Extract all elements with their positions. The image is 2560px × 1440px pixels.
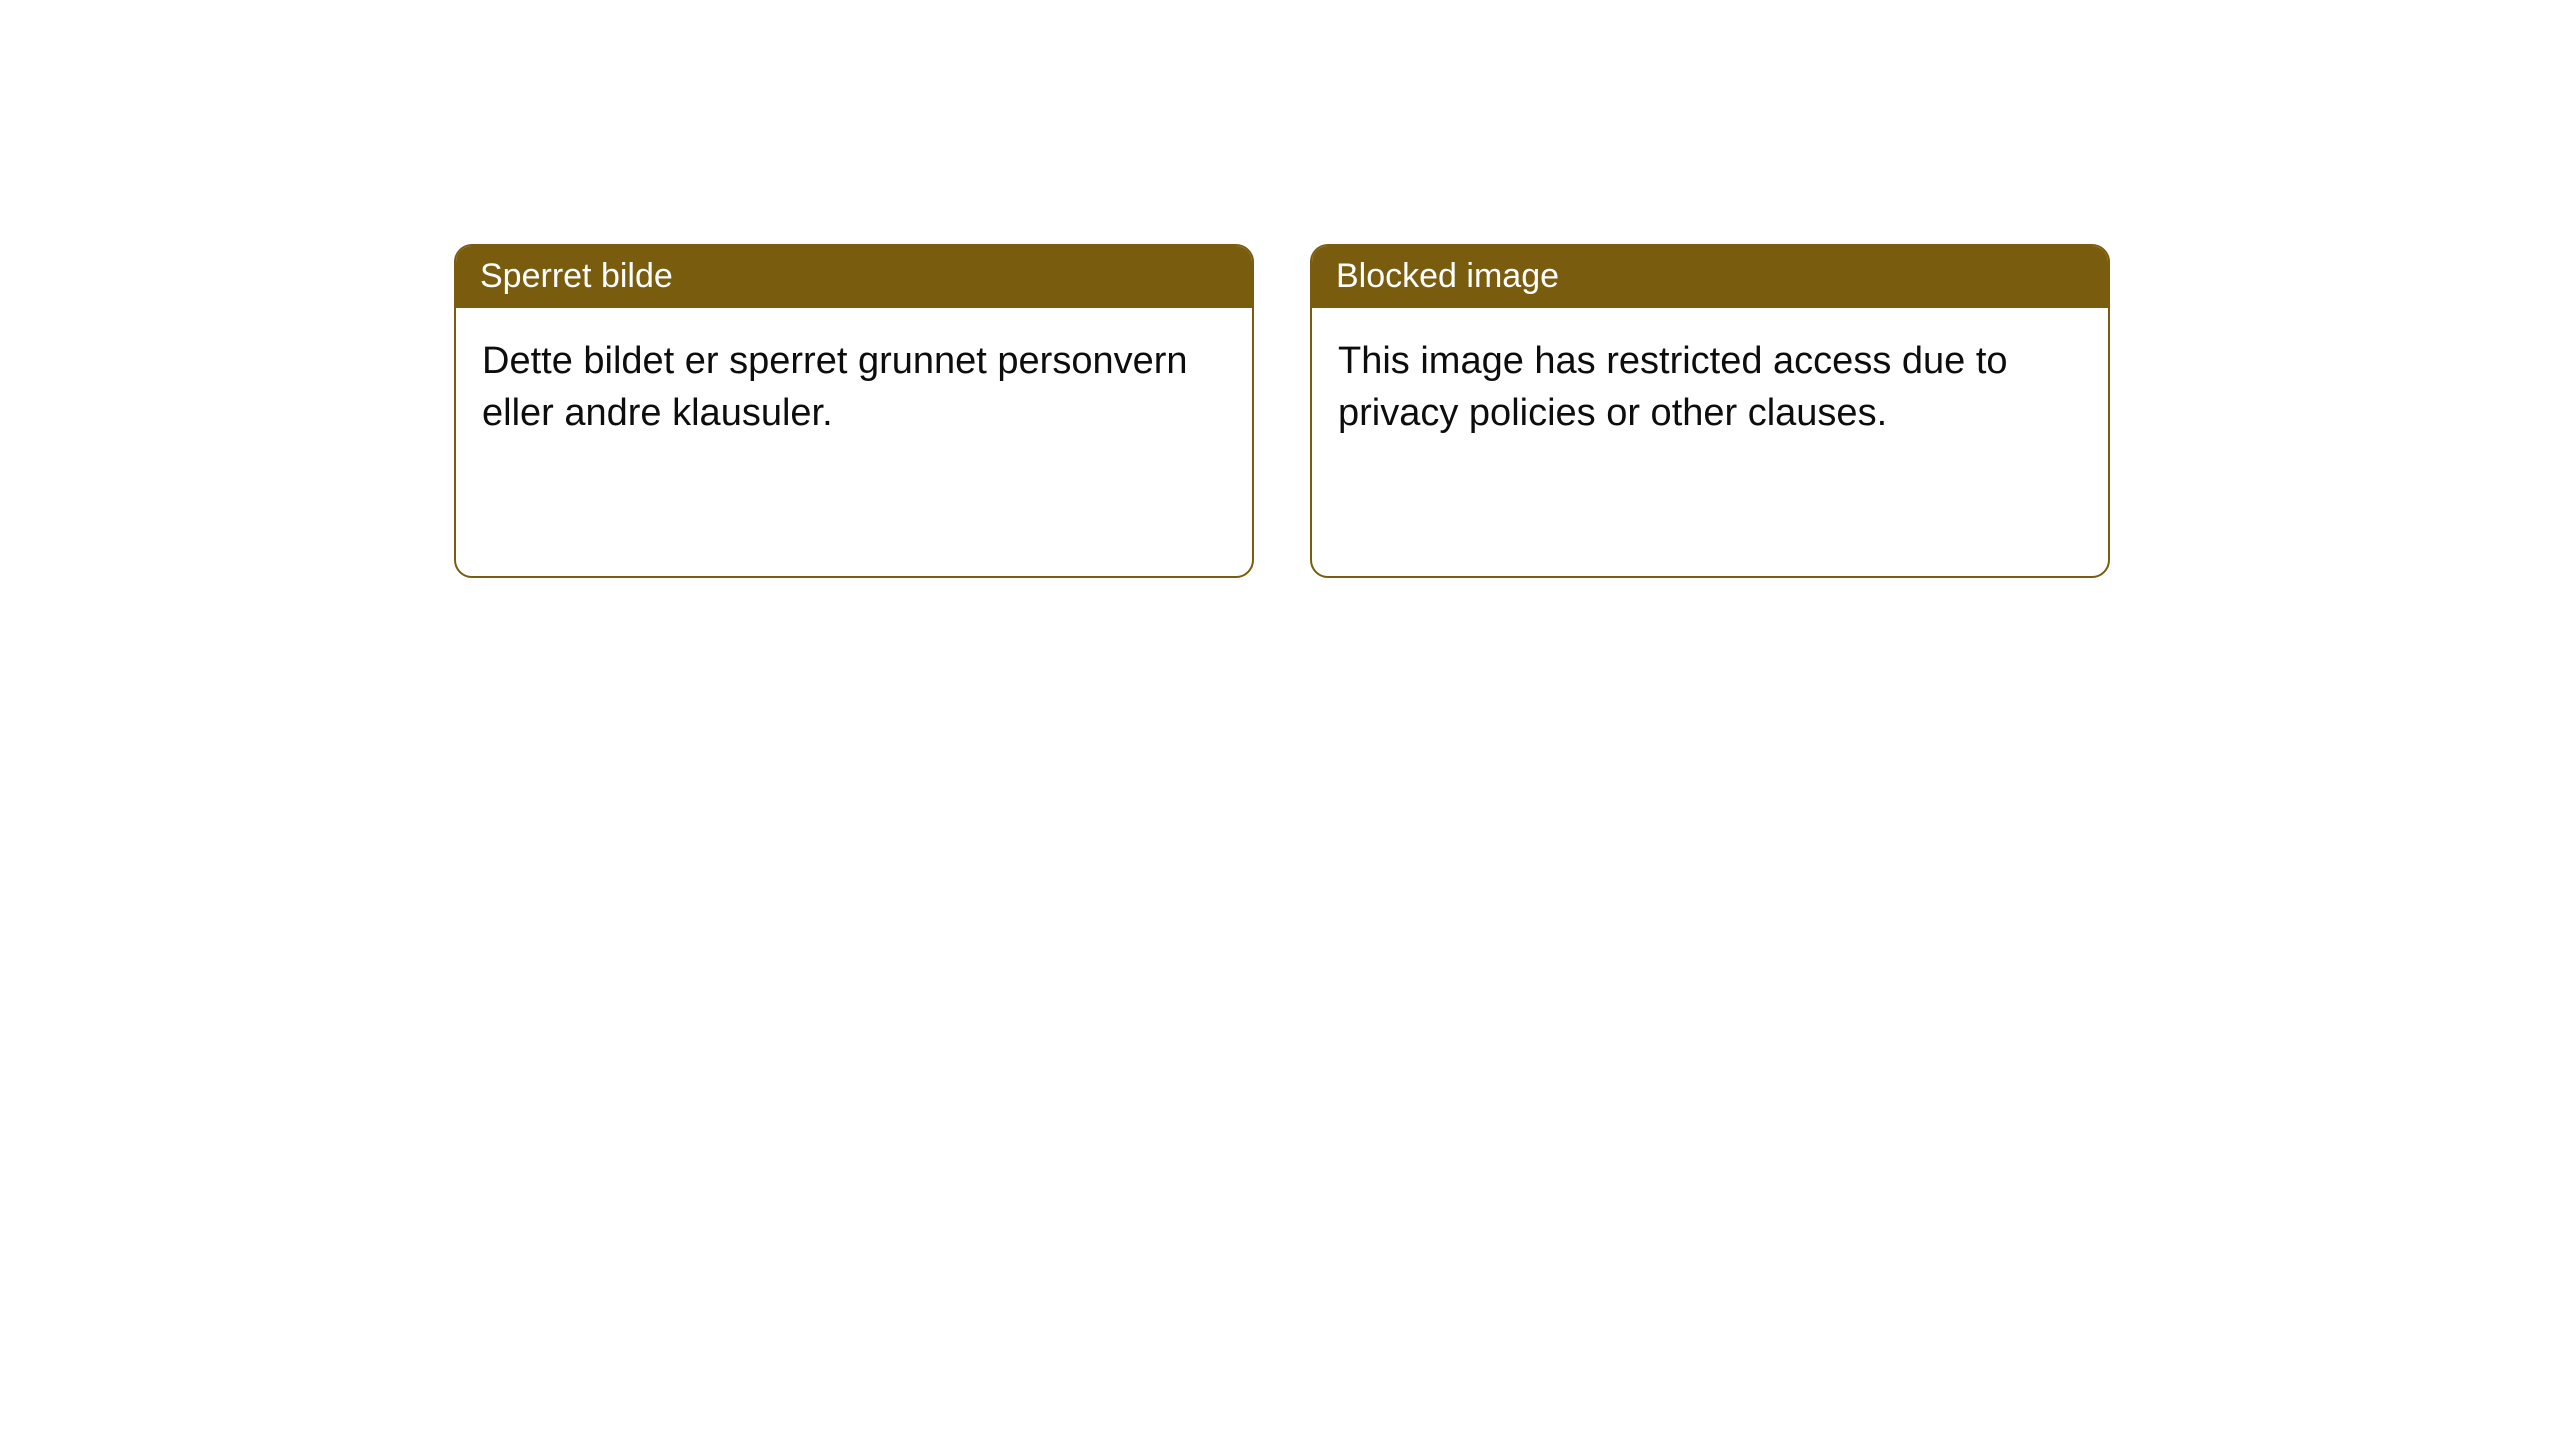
card-body-en: This image has restricted access due to … [1312,308,2108,465]
card-header-en: Blocked image [1312,246,2108,308]
blocked-image-card-no: Sperret bilde Dette bildet er sperret gr… [454,244,1254,578]
blocked-image-card-en: Blocked image This image has restricted … [1310,244,2110,578]
cards-container: Sperret bilde Dette bildet er sperret gr… [0,0,2560,578]
card-header-no: Sperret bilde [456,246,1252,308]
card-body-no: Dette bildet er sperret grunnet personve… [456,308,1252,465]
